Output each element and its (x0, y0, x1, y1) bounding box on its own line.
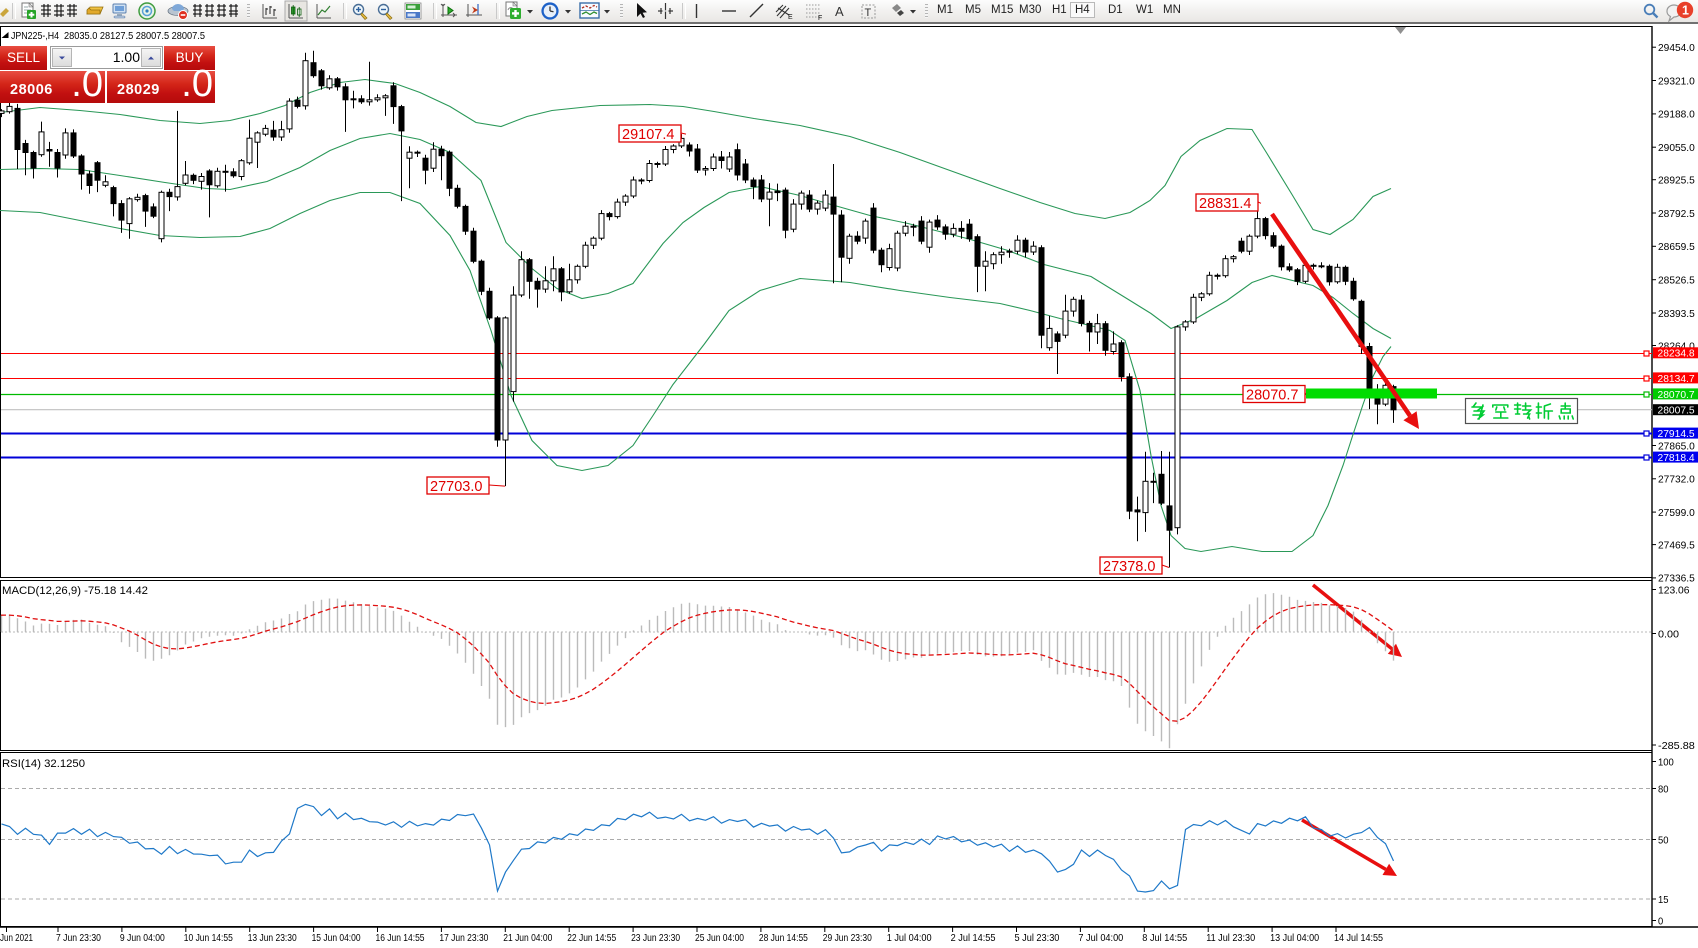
svg-text:28070.7: 28070.7 (1246, 388, 1298, 404)
svg-text:27703.0: 27703.0 (430, 479, 482, 495)
svg-text:9 Jun 04:00: 9 Jun 04:00 (120, 933, 165, 944)
svg-text:T: T (865, 7, 872, 19)
svg-text:27732.0: 27732.0 (1658, 475, 1695, 486)
svg-text:28659.5: 28659.5 (1658, 242, 1695, 253)
svg-text:29107.4: 29107.4 (622, 127, 674, 143)
svg-text:28831.4: 28831.4 (1199, 196, 1251, 212)
svg-text:15 Jun 04:00: 15 Jun 04:00 (312, 933, 361, 944)
svg-text:28234.8: 28234.8 (1658, 349, 1695, 360)
svg-text:22 Jun 14:55: 22 Jun 14:55 (567, 933, 616, 944)
svg-text:5 Jul 23:30: 5 Jul 23:30 (1015, 933, 1060, 944)
svg-text:28925.5: 28925.5 (1658, 176, 1695, 187)
svg-text:100: 100 (1658, 757, 1674, 768)
svg-text:15: 15 (1658, 895, 1669, 906)
svg-text:RSI(14) 32.1250: RSI(14) 32.1250 (2, 758, 85, 770)
svg-text:27469.5: 27469.5 (1658, 540, 1695, 551)
svg-text:29055.0: 29055.0 (1658, 143, 1695, 154)
svg-text:28035.0 28127.5 28007.5 28007.: 28035.0 28127.5 28007.5 28007.5 (64, 31, 205, 42)
svg-text:11 Jul 23:30: 11 Jul 23:30 (1206, 933, 1255, 944)
svg-text:F: F (818, 15, 822, 22)
svg-text:29321.0: 29321.0 (1658, 76, 1695, 87)
svg-text:50: 50 (1658, 835, 1669, 846)
svg-text:27914.5: 27914.5 (1658, 429, 1695, 440)
svg-text:2 Jul 14:55: 2 Jul 14:55 (951, 933, 996, 944)
svg-text:28526.5: 28526.5 (1658, 276, 1695, 287)
svg-text:28393.5: 28393.5 (1658, 309, 1695, 320)
svg-text:27378.0: 27378.0 (1103, 559, 1155, 575)
svg-text:28792.5: 28792.5 (1658, 209, 1695, 220)
svg-text:0.00: 0.00 (1658, 629, 1679, 640)
svg-text:28134.7: 28134.7 (1658, 374, 1695, 385)
svg-text:17 Jun 23:30: 17 Jun 23:30 (439, 933, 488, 944)
svg-text:29454.0: 29454.0 (1658, 43, 1695, 54)
svg-text:7 Jun 23:30: 7 Jun 23:30 (56, 933, 101, 944)
svg-text:7 Jul 04:00: 7 Jul 04:00 (1078, 933, 1123, 944)
svg-text:27818.4: 27818.4 (1658, 453, 1695, 464)
svg-text:8 Jul 14:55: 8 Jul 14:55 (1142, 933, 1187, 944)
svg-text:14 Jul 14:55: 14 Jul 14:55 (1334, 933, 1383, 944)
svg-text:MACD(12,26,9) -75.18 14.42: MACD(12,26,9) -75.18 14.42 (2, 585, 148, 597)
svg-text:1: 1 (1682, 4, 1689, 18)
svg-text:25 Jun 04:00: 25 Jun 04:00 (695, 933, 744, 944)
svg-text:29188.0: 29188.0 (1658, 110, 1695, 121)
svg-text:28007.5: 28007.5 (1658, 406, 1695, 417)
svg-text:27336.5: 27336.5 (1658, 574, 1695, 585)
svg-text:23 Jun 23:30: 23 Jun 23:30 (631, 933, 680, 944)
svg-text:1 Jul 04:00: 1 Jul 04:00 (887, 933, 932, 944)
svg-text:13 Jul 04:00: 13 Jul 04:00 (1270, 933, 1319, 944)
svg-text:16 Jun 14:55: 16 Jun 14:55 (376, 933, 425, 944)
svg-text:-285.88: -285.88 (1658, 741, 1695, 752)
svg-text:A: A (835, 4, 844, 19)
svg-text:10 Jun 14:55: 10 Jun 14:55 (184, 933, 233, 944)
svg-text:28264.0: 28264.0 (1658, 341, 1695, 352)
svg-text:E: E (788, 14, 793, 21)
svg-text:123.06: 123.06 (1658, 585, 1690, 596)
svg-text:29 Jun 23:30: 29 Jun 23:30 (823, 933, 872, 944)
svg-text:28 Jun 14:55: 28 Jun 14:55 (759, 933, 808, 944)
svg-text:13 Jun 23:30: 13 Jun 23:30 (248, 933, 297, 944)
svg-text:JPN225-,H4: JPN225-,H4 (11, 31, 59, 42)
svg-text:27865.0: 27865.0 (1658, 441, 1695, 452)
svg-text:21 Jun 04:00: 21 Jun 04:00 (503, 933, 552, 944)
svg-text:Jun 2021: Jun 2021 (0, 933, 33, 944)
svg-text:28070.7: 28070.7 (1658, 390, 1695, 401)
svg-text:0: 0 (1658, 916, 1664, 927)
svg-text:27599.0: 27599.0 (1658, 508, 1695, 519)
svg-text:80: 80 (1658, 784, 1669, 795)
